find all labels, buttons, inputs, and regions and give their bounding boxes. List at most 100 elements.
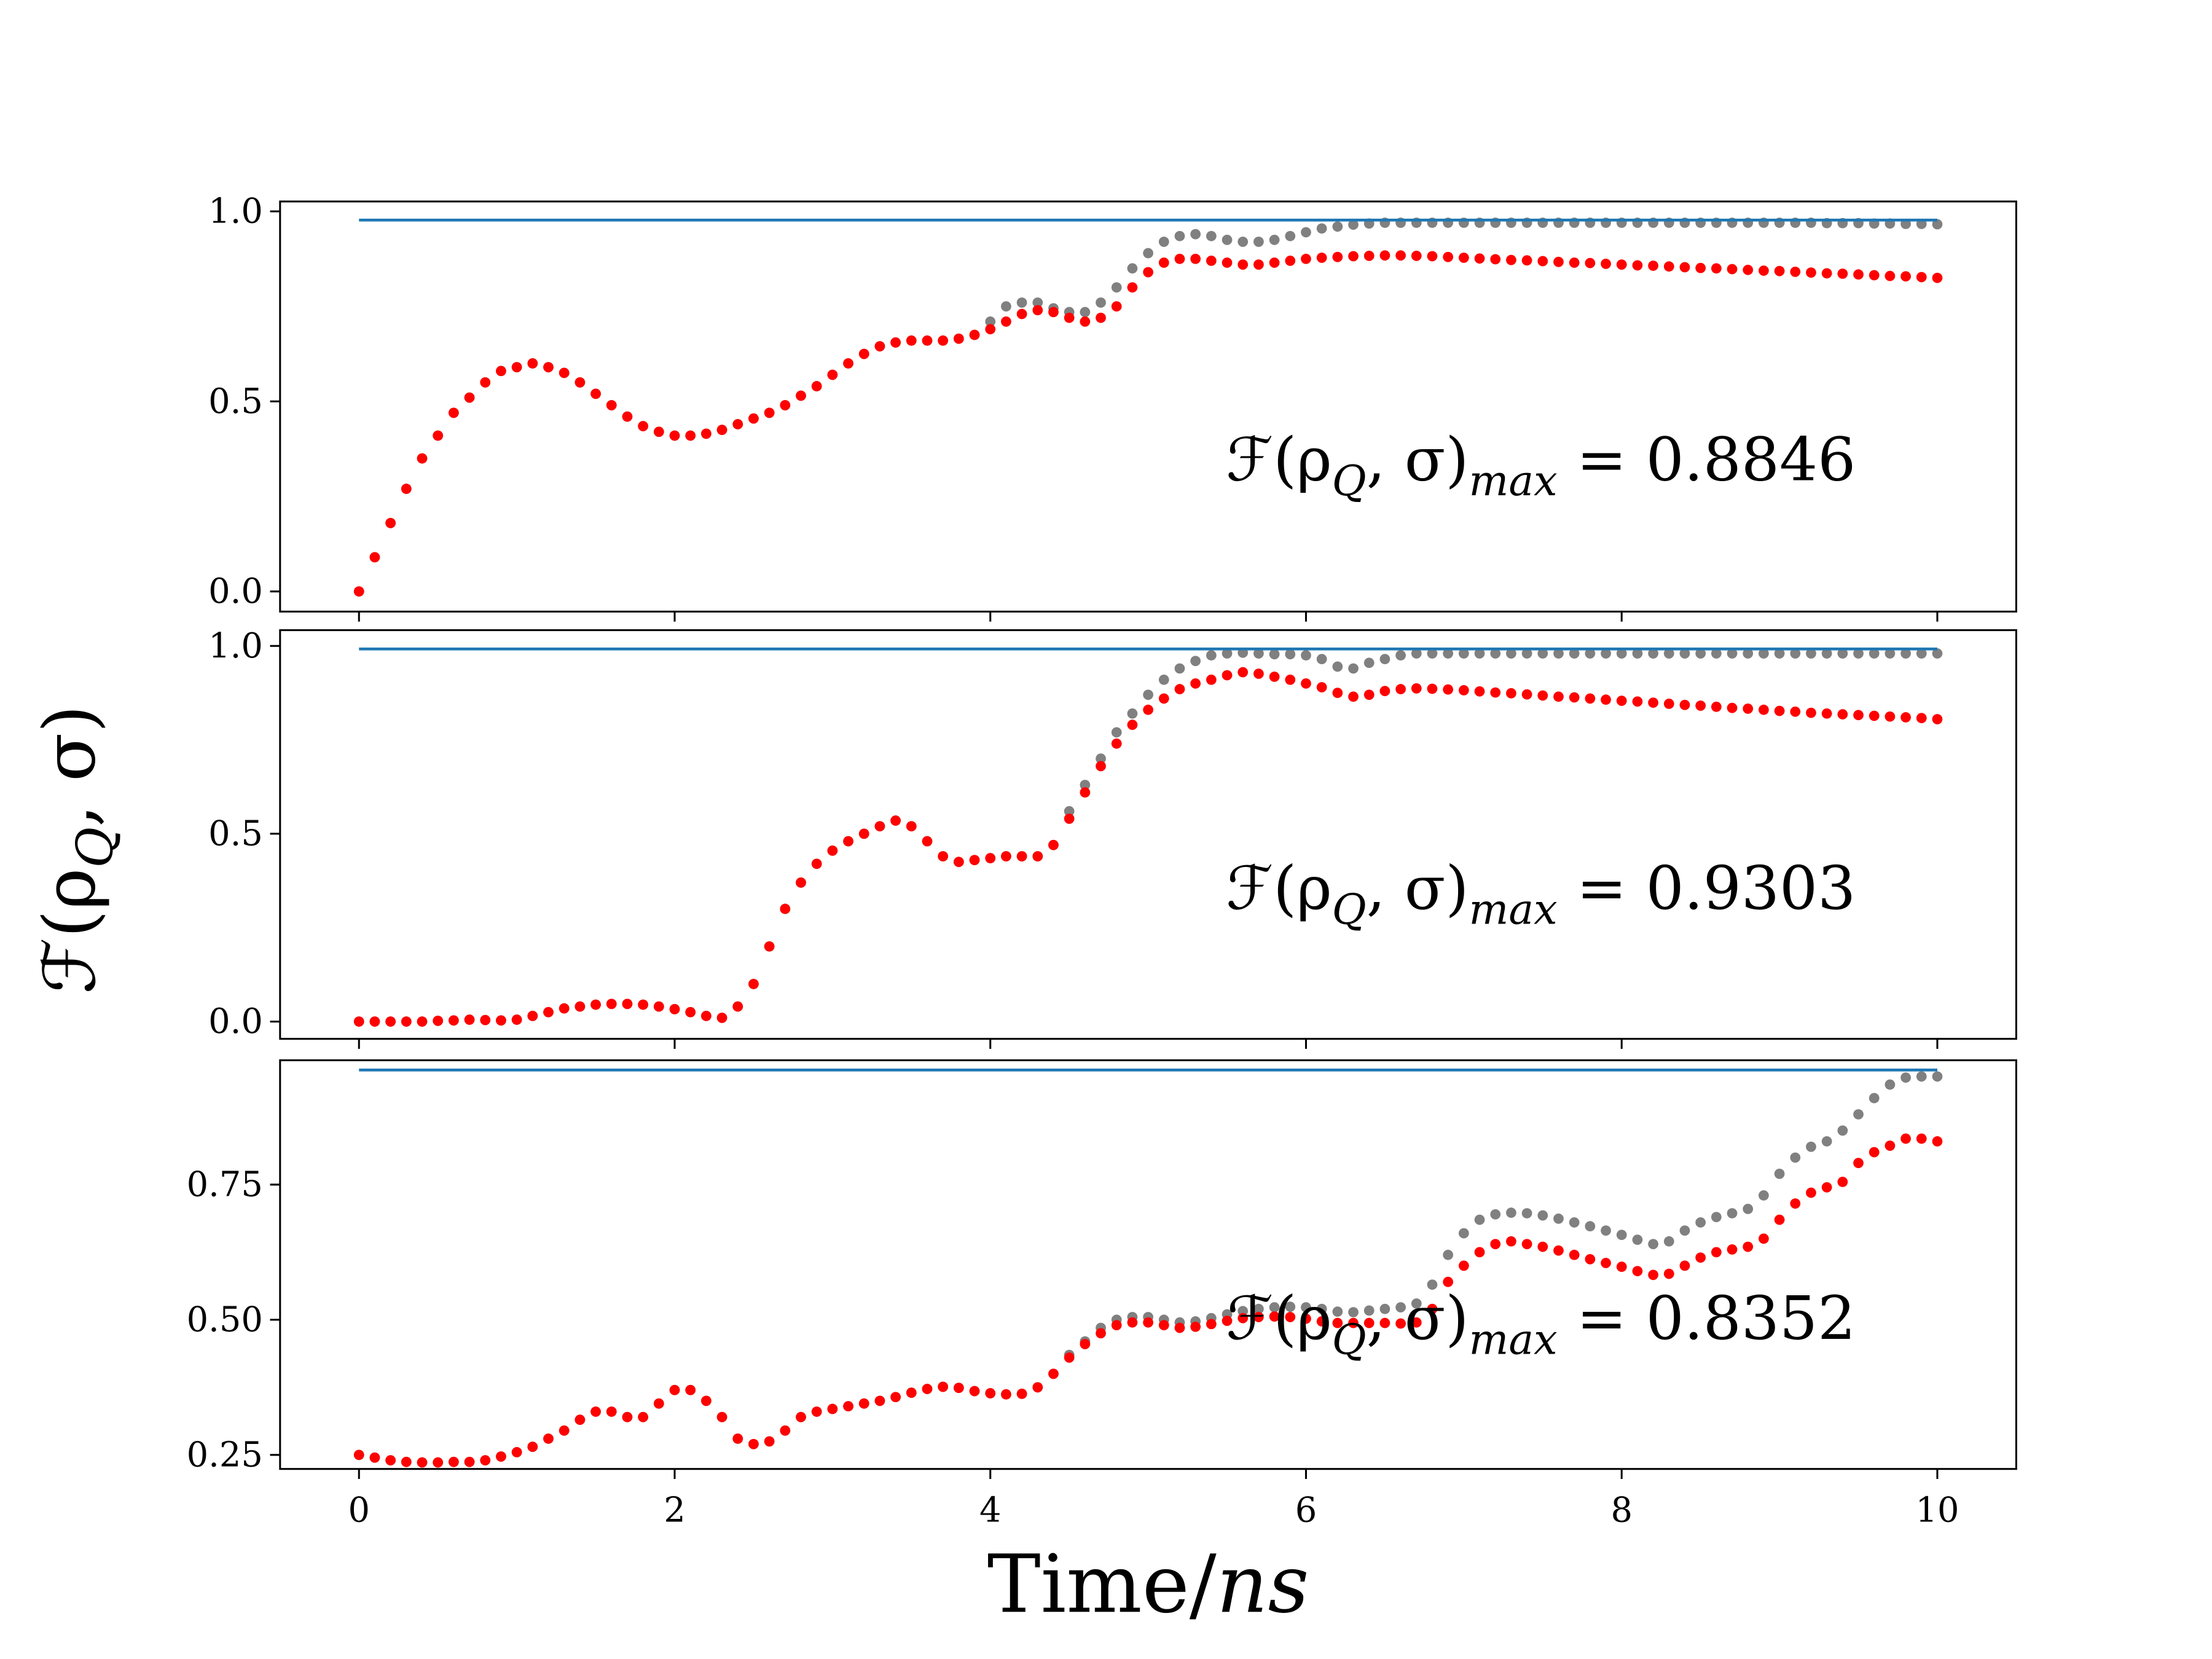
text-part: ℱ(ρ <box>1226 1284 1332 1354</box>
data-point <box>1411 683 1422 694</box>
text-part: = 0.8846 <box>1558 425 1856 495</box>
data-point <box>622 1411 633 1422</box>
data-point <box>575 1414 586 1426</box>
data-point <box>1869 710 1880 721</box>
data-point <box>1237 667 1249 678</box>
data-point <box>1395 684 1406 694</box>
data-point <box>622 998 633 1010</box>
data-point <box>732 1001 743 1012</box>
data-point <box>1064 312 1075 323</box>
text-part: , σ) <box>1367 853 1469 924</box>
data-point <box>1048 1368 1059 1379</box>
data-point <box>1443 684 1454 695</box>
data-point <box>1458 253 1469 263</box>
data-point <box>1695 1252 1706 1263</box>
data-point <box>1080 787 1091 798</box>
data-point <box>1080 1339 1091 1349</box>
data-point <box>1395 650 1406 661</box>
data-point <box>496 366 506 377</box>
data-point <box>1537 690 1548 701</box>
data-point <box>1695 648 1706 659</box>
data-point <box>1916 272 1927 283</box>
data-point <box>449 407 459 418</box>
data-point <box>1806 1187 1816 1198</box>
data-point <box>1900 648 1911 659</box>
data-point <box>606 1406 617 1417</box>
text-part: , σ) <box>28 705 111 827</box>
data-point <box>1932 219 1943 230</box>
data-point <box>559 1003 570 1014</box>
data-point <box>1348 663 1359 674</box>
data-point <box>449 1456 459 1467</box>
data-point <box>1158 674 1169 685</box>
data-point <box>1222 257 1233 268</box>
data-point <box>1332 1317 1343 1328</box>
data-point <box>1885 270 1896 281</box>
data-point <box>1474 253 1485 264</box>
data-point <box>1506 254 1516 265</box>
data-point <box>1711 1212 1722 1223</box>
data-point <box>1853 1109 1864 1120</box>
data-point <box>1316 223 1327 234</box>
y-tick-label: 0.0 <box>208 571 263 611</box>
data-point <box>1348 691 1359 702</box>
x-tick-label: 4 <box>979 1491 1002 1531</box>
data-point <box>1301 1302 1311 1313</box>
data-point <box>1427 1303 1438 1314</box>
data-point <box>369 552 380 563</box>
data-point <box>796 390 806 401</box>
data-point <box>1174 663 1185 674</box>
data-point <box>922 335 933 346</box>
data-point <box>1301 253 1311 264</box>
data-point <box>1759 265 1769 276</box>
data-point <box>1363 657 1375 669</box>
data-point <box>843 1401 853 1412</box>
data-point <box>1080 316 1091 327</box>
data-point <box>575 377 586 388</box>
data-point <box>1932 1071 1943 1082</box>
data-point <box>1648 261 1658 271</box>
data-point <box>1474 686 1485 697</box>
data-point <box>1679 699 1690 710</box>
data-point <box>1490 648 1501 659</box>
data-point <box>764 1436 775 1447</box>
data-point <box>464 392 475 403</box>
data-point <box>1016 297 1027 308</box>
data-point <box>1285 1312 1296 1322</box>
data-point <box>1064 814 1075 824</box>
data-point <box>827 369 838 380</box>
data-point <box>1663 648 1674 659</box>
data-point <box>1190 1321 1201 1332</box>
data-point <box>1774 705 1785 716</box>
data-point <box>1301 678 1311 689</box>
data-point <box>1048 307 1059 318</box>
text-part: ns <box>1217 1537 1309 1631</box>
data-point <box>906 1387 917 1398</box>
data-point <box>1869 1092 1880 1104</box>
data-point <box>716 425 728 436</box>
data-point <box>1774 1214 1785 1225</box>
data-point <box>669 1004 680 1014</box>
data-point <box>1253 648 1264 659</box>
data-point <box>1332 1306 1343 1317</box>
data-point <box>464 1456 475 1467</box>
data-point <box>1174 1322 1185 1333</box>
data-point <box>1695 700 1706 711</box>
data-point <box>969 855 980 866</box>
data-point <box>1458 1260 1469 1271</box>
data-point <box>1458 648 1469 659</box>
data-point <box>843 836 853 847</box>
data-point <box>622 411 633 422</box>
data-point <box>685 430 696 441</box>
data-point <box>653 1001 664 1012</box>
data-point <box>1537 648 1548 659</box>
data-point <box>385 1016 396 1027</box>
data-point <box>890 1392 901 1403</box>
data-point <box>353 1016 364 1027</box>
data-point <box>1269 1302 1280 1313</box>
data-point <box>1885 711 1896 722</box>
data-point <box>1174 230 1185 241</box>
data-point <box>732 419 743 429</box>
data-point <box>353 586 364 597</box>
data-point <box>1759 704 1769 715</box>
